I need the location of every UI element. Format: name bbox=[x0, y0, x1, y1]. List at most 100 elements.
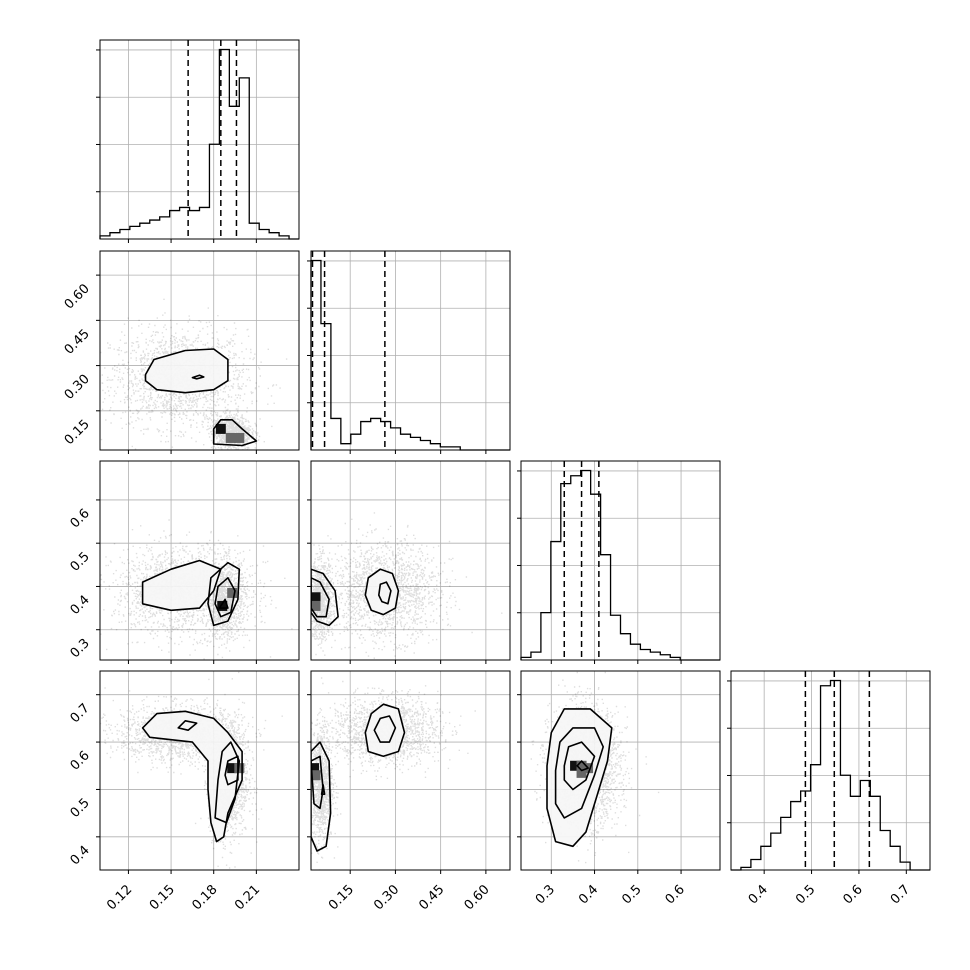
panel-frame bbox=[99, 250, 300, 451]
contour-line bbox=[191, 374, 205, 380]
panel-content bbox=[311, 461, 510, 660]
histogram-step bbox=[310, 259, 510, 451]
x-tick-label: 0.4 bbox=[576, 882, 601, 907]
panel-content bbox=[521, 671, 720, 870]
contour-line bbox=[214, 741, 241, 824]
contour-line bbox=[177, 720, 198, 731]
x-tick-label: 0.4 bbox=[746, 882, 771, 907]
contour-line bbox=[218, 598, 229, 609]
contour-line bbox=[311, 741, 332, 852]
scatter-points bbox=[100, 298, 288, 450]
contour-fill bbox=[142, 711, 243, 842]
panel-frame bbox=[730, 670, 931, 871]
scatter-panel-2-3 bbox=[520, 670, 721, 871]
panel-frame bbox=[310, 250, 511, 451]
histogram-panel-3 bbox=[727, 670, 931, 871]
x-tick-label: 0.6 bbox=[841, 882, 866, 907]
panel-bg bbox=[731, 671, 930, 870]
y-tick-label: 0.5 bbox=[68, 796, 93, 821]
panel-frame bbox=[99, 670, 300, 871]
y-tick-label: 0.30 bbox=[62, 372, 93, 403]
x-tick-label: 0.60 bbox=[462, 882, 493, 913]
y-tick-label: 0.6 bbox=[68, 506, 93, 531]
panel-content bbox=[100, 461, 299, 660]
contour-fill bbox=[365, 569, 399, 615]
contour-line bbox=[364, 568, 400, 616]
contour-fill bbox=[145, 349, 228, 393]
scatter-points bbox=[530, 671, 660, 864]
density-cell bbox=[570, 760, 581, 771]
y-tick-label: 0.3 bbox=[68, 636, 93, 661]
panel-bg bbox=[100, 40, 299, 239]
x-tick-label: 0.12 bbox=[104, 882, 135, 913]
panel-frame bbox=[520, 460, 721, 661]
density-cell bbox=[234, 432, 245, 443]
scatter-panel-0-3 bbox=[99, 670, 300, 871]
x-tick-label: 0.5 bbox=[619, 882, 644, 907]
panel-content bbox=[311, 671, 510, 870]
density-cell bbox=[576, 767, 587, 778]
contour-line bbox=[320, 783, 326, 795]
contour-line bbox=[563, 741, 596, 791]
panel-bg bbox=[100, 671, 299, 870]
contour-line bbox=[141, 559, 222, 612]
density-cell bbox=[311, 770, 321, 781]
y-tick-label: 0.15 bbox=[62, 417, 93, 448]
scatter-panel-1-3 bbox=[310, 670, 511, 871]
scatter-panel-0-1 bbox=[99, 250, 300, 451]
contour-line bbox=[554, 727, 604, 819]
histogram-panel-0 bbox=[96, 39, 300, 240]
contour-line bbox=[311, 755, 324, 810]
x-tick-label: 0.18 bbox=[189, 882, 220, 913]
contour-line bbox=[373, 715, 397, 743]
panel-bg bbox=[311, 461, 510, 660]
contour-line bbox=[214, 577, 236, 618]
scatter-points bbox=[311, 512, 503, 659]
y-tick-label: 0.4 bbox=[68, 593, 93, 618]
x-tick-label: 0.7 bbox=[888, 882, 913, 907]
panel-content bbox=[100, 671, 299, 870]
density-cell bbox=[227, 587, 238, 598]
panel-frame bbox=[99, 39, 300, 240]
x-tick-label: 0.3 bbox=[533, 882, 558, 907]
contour-line bbox=[364, 703, 406, 758]
contour-line bbox=[311, 577, 330, 618]
panel-bg bbox=[311, 671, 510, 870]
contour-line bbox=[546, 708, 613, 848]
x-tick-label: 0.6 bbox=[663, 882, 688, 907]
y-tick-label: 0.60 bbox=[62, 281, 93, 312]
contour-fill bbox=[365, 704, 405, 757]
contour-fill bbox=[142, 560, 221, 611]
x-tick-label: 0.45 bbox=[416, 882, 447, 913]
x-tick-label: 0.30 bbox=[371, 882, 402, 913]
contour-line bbox=[144, 348, 229, 394]
panels-root: 0.12 0.15 0.18 0.21 0.15 0.30 0.45 0.60 0.3 0.4 0.… bbox=[62, 39, 931, 913]
scatter-points bbox=[100, 671, 283, 869]
x-tick-label: 0.15 bbox=[326, 882, 357, 913]
panel-frame bbox=[310, 670, 511, 871]
contour-line bbox=[311, 568, 339, 627]
histogram-panel-1 bbox=[307, 250, 511, 451]
density-cell bbox=[311, 763, 320, 774]
panel-bg bbox=[311, 251, 510, 450]
density-cell bbox=[311, 600, 321, 611]
contour-line bbox=[207, 561, 241, 627]
scatter-panel-1-2 bbox=[310, 460, 511, 661]
histogram-step bbox=[731, 679, 930, 871]
panel-frame bbox=[310, 460, 511, 661]
x-tick-label: 0.5 bbox=[793, 882, 818, 907]
y-tick-label: 0.7 bbox=[68, 701, 93, 726]
y-tick-label: 0.45 bbox=[62, 327, 93, 358]
scatter-panel-0-2 bbox=[99, 460, 300, 661]
y-tick-label: 0.5 bbox=[68, 549, 93, 574]
y-tick-label: 0.4 bbox=[68, 843, 93, 868]
density-cell bbox=[234, 763, 245, 774]
density-cell bbox=[311, 592, 321, 603]
contour-line bbox=[224, 755, 239, 786]
contour-line bbox=[212, 419, 258, 447]
panel-frame bbox=[520, 670, 721, 871]
x-tick-label: 0.21 bbox=[232, 882, 263, 913]
histogram-step bbox=[99, 48, 299, 240]
density-cell bbox=[225, 432, 236, 443]
